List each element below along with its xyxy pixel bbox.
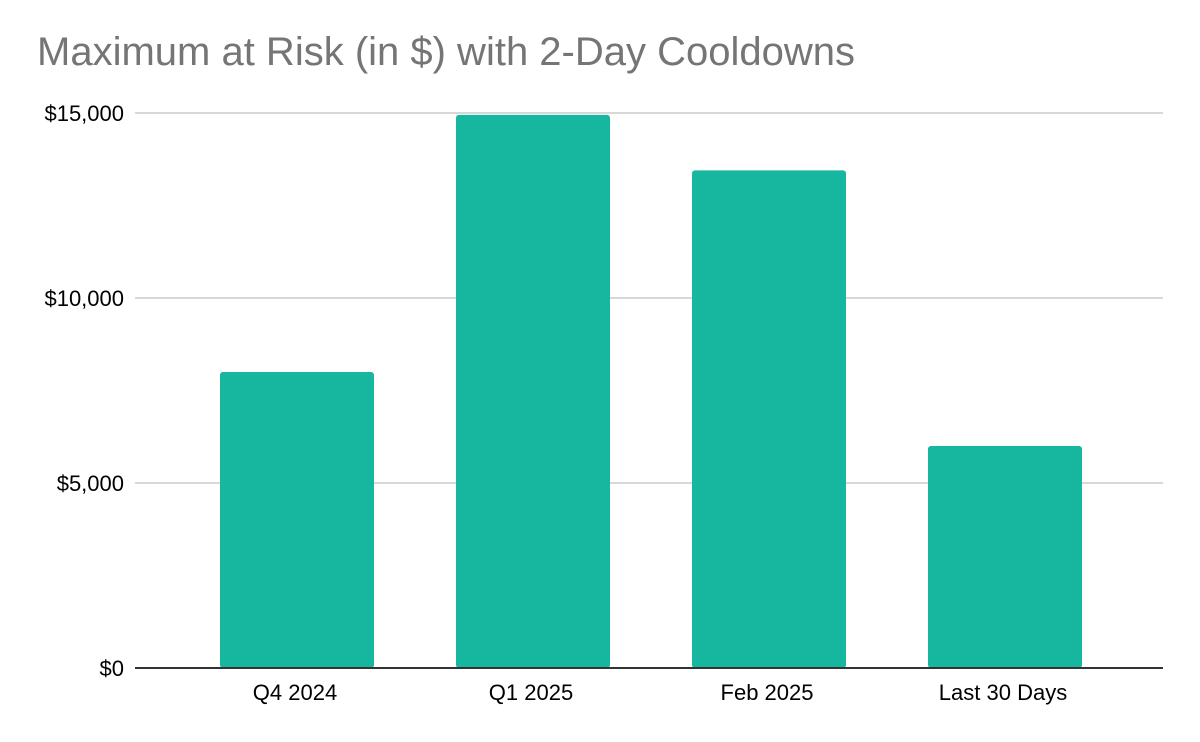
bar bbox=[456, 114, 610, 669]
y-tick-label: $10,000 bbox=[44, 286, 124, 311]
bar bbox=[220, 372, 374, 668]
y-tick-label: $15,000 bbox=[44, 101, 124, 126]
chart-title: Maximum at Risk (in $) with 2-Day Cooldo… bbox=[37, 30, 856, 74]
y-tick-label: $5,000 bbox=[57, 471, 124, 496]
x-tick-label: Q1 2025 bbox=[489, 680, 573, 705]
x-tick-label: Feb 2025 bbox=[721, 680, 814, 705]
x-tick-label: Q4 2024 bbox=[253, 680, 337, 705]
bar bbox=[928, 446, 1082, 668]
x-tick-label: Last 30 Days bbox=[939, 680, 1067, 705]
bar bbox=[692, 170, 846, 668]
y-tick-label: $0 bbox=[100, 656, 124, 681]
